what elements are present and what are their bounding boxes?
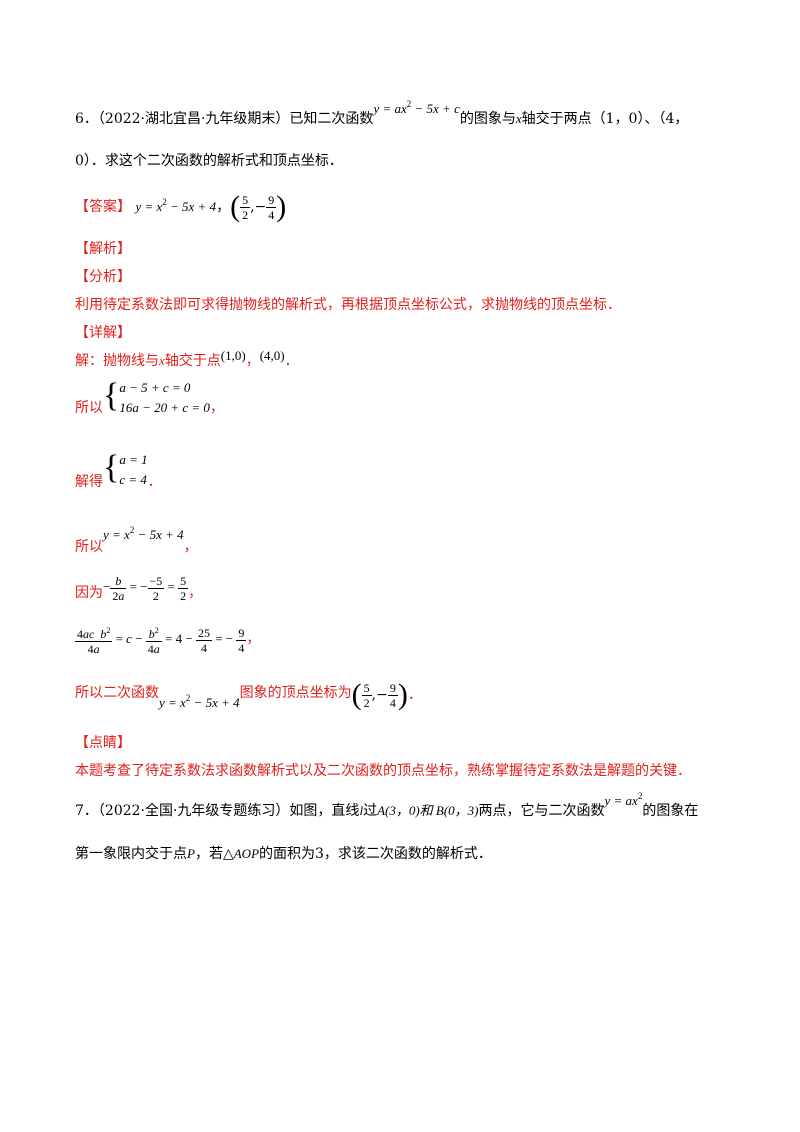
- conclusion-function: y = x2 − 5x + 4: [159, 693, 240, 710]
- conclusion-b: 图象的顶点坐标为: [239, 685, 352, 701]
- q7-line2-a: 第一象限内交于点: [75, 846, 187, 862]
- answer-label: 【答案】: [75, 199, 131, 215]
- step1-p2: (4,0): [259, 348, 285, 363]
- eq3-row: 所以y = x2 − 5x + 4，: [75, 524, 198, 555]
- step1: 解：抛物线与x轴交于点(1,0)，(4,0)．: [75, 348, 299, 370]
- dianjing-text: 本题考查了待定系数法求函数解析式以及二次函数的顶点坐标，熟练掌握待定系数法是解题…: [75, 763, 691, 779]
- step1-end: ．: [284, 353, 299, 369]
- sys2-period: ．: [147, 474, 162, 490]
- q7-line2-c: 的面积为3，求该二次函数的解析式．: [259, 846, 492, 862]
- q7-AOP: AOP: [233, 846, 260, 861]
- q6-intro: 6．（2022·湖北宜昌·九年级期末）已知二次函数: [75, 111, 374, 127]
- q7-line2-b: ，若△: [194, 846, 234, 862]
- q7-l: l: [359, 803, 364, 818]
- dianjing-label: 【点睛】: [75, 735, 131, 751]
- eq4-comma: ，: [188, 585, 203, 602]
- answer-row: 【答案】 y = x2 − 5x + 4，(5 2 ,− 9 4): [75, 190, 287, 223]
- sys2-row2: c = 4: [119, 472, 147, 487]
- q7-a: 7．（2022·全国·九年级专题练习）如图，直线: [75, 803, 360, 819]
- step1-b: 轴交于点: [164, 353, 221, 369]
- q7-P: P: [187, 846, 195, 861]
- eq5-comma: ，: [246, 630, 261, 647]
- q6-x: x: [515, 111, 522, 126]
- q6-text-c: 轴交于两点（1，0）、（4，: [521, 111, 689, 127]
- q7-b: 过: [363, 803, 378, 819]
- q7-function: y = ax2: [604, 791, 643, 808]
- sys1-row2: 16a − 20 + c = 0: [119, 400, 210, 415]
- sys2-row1: a = 1: [119, 452, 148, 467]
- eq5-row: 4ac b2 4a = c − b2 4a = 4 − 25 4 = − 9 4，: [75, 624, 260, 656]
- q6-line2: 0）．求这个二次函数的解析式和顶点坐标．: [75, 153, 343, 169]
- jiexi-label: 【解析】: [75, 241, 131, 257]
- q6-line1: 6．（2022·湖北宜昌·九年级期末）已知二次函数y = ax2 − 5x + …: [75, 99, 689, 128]
- step1-a: 解：抛物线与: [75, 353, 159, 369]
- q7-points: A(3，0)和 B(0，3): [377, 803, 479, 818]
- eq4-row: 因为− b 2a = − −5 2 = 5 2，: [75, 574, 202, 603]
- system1: 所以{a − 5 + c = 0 16a − 20 + c = 0，: [75, 377, 224, 416]
- conclusion-vertex: (5 2 ,− 9 4): [351, 678, 408, 711]
- q6-function: y = ax2 − 5x + c: [373, 99, 460, 116]
- eq3-comma: ，: [183, 539, 198, 555]
- sys1-comma: ，: [209, 400, 224, 416]
- conclusion-row: 所以二次函数y = x2 − 5x + 4图象的顶点坐标为(5 2 ,− 9 4)．: [75, 678, 422, 711]
- fenxi-label: 【分析】: [75, 269, 131, 285]
- conclusion-a: 所以二次函数: [75, 685, 159, 701]
- q7-d: 的图象在: [642, 803, 699, 819]
- answer-vertex: (5 2 ,− 9 4): [230, 190, 287, 223]
- q7-line1: 7．（2022·全国·九年级专题练习）如图，直线l过A(3，0)和 B(0，3)…: [75, 791, 699, 820]
- step1-x: x: [159, 353, 165, 368]
- answer-function: y = x2 − 5x + 4: [135, 197, 217, 214]
- xiangjie-label: 【详解】: [75, 325, 131, 341]
- step1-p1: (1,0): [220, 348, 246, 363]
- q7-line2: 第一象限内交于点P，若△AOP的面积为3，求该二次函数的解析式．: [75, 843, 492, 863]
- suoyi-2: 所以: [75, 539, 103, 555]
- q6-text-b: 的图象与: [459, 111, 516, 127]
- step1-sep: ，: [245, 353, 260, 369]
- suoyi-1: 所以: [75, 400, 103, 416]
- q7-c: 两点，它与二次函数: [478, 803, 605, 819]
- yinwei: 因为: [75, 585, 103, 602]
- sys1-row1: a − 5 + c = 0: [119, 380, 191, 395]
- fenxi-text: 利用待定系数法即可求得抛物线的解析式，再根据顶点坐标公式，求抛物线的顶点坐标．: [75, 297, 621, 313]
- eq3: y = x2 − 5x + 4: [103, 525, 184, 542]
- jiede: 解得: [75, 474, 103, 490]
